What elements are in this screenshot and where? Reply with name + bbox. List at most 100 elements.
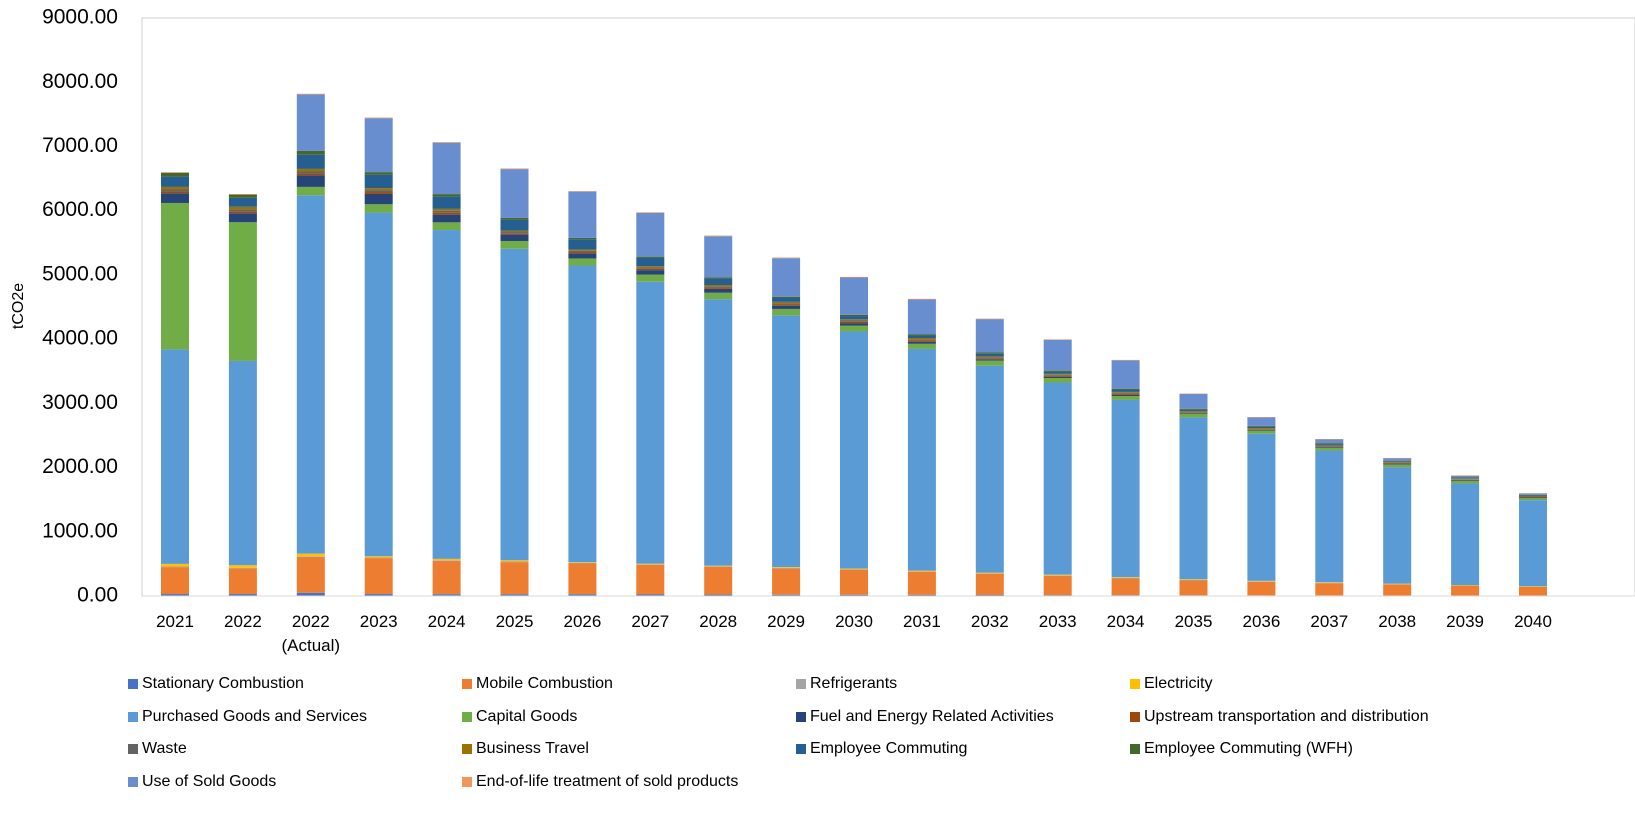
legend-swatch xyxy=(796,712,806,722)
legend-swatch xyxy=(1130,712,1140,722)
bar-segment xyxy=(432,196,461,209)
bar-segment xyxy=(1247,417,1276,418)
y-tick-label: 5000.00 xyxy=(42,262,118,285)
bar-segment xyxy=(1111,359,1140,361)
bar-segment xyxy=(1383,583,1412,585)
bar-segment xyxy=(500,169,529,218)
bar-segment xyxy=(432,560,461,561)
bar-segment xyxy=(228,567,257,569)
bar-segment xyxy=(1315,446,1344,448)
bar-segment xyxy=(1043,575,1072,596)
bar-segment xyxy=(500,561,529,563)
bar-segment xyxy=(1043,378,1072,383)
bar-segment xyxy=(161,567,189,595)
bar-segment xyxy=(1043,373,1072,375)
bar-segment xyxy=(1111,389,1140,392)
x-tick-label: 2026 xyxy=(563,612,601,631)
bar-segment xyxy=(704,292,733,300)
x-tick-label: 2021 xyxy=(156,612,194,631)
bar-segment xyxy=(840,568,868,570)
bar-segment xyxy=(1247,433,1276,581)
bar-segment xyxy=(296,93,325,95)
bar-segment xyxy=(1519,496,1547,498)
bar-segment xyxy=(432,214,461,223)
bar-segment xyxy=(568,265,597,563)
bar-segment xyxy=(364,117,393,119)
bar-segment xyxy=(296,154,325,169)
legend-label: Stationary Combustion xyxy=(142,675,304,692)
bar-segment xyxy=(364,212,393,557)
y-tick-label: 6000.00 xyxy=(42,198,118,221)
legend-swatch xyxy=(1130,744,1140,754)
bar-segment xyxy=(1111,388,1140,390)
bar-segment xyxy=(840,569,868,595)
bar-segment xyxy=(1451,475,1480,478)
bar-segment xyxy=(161,172,189,173)
bar-segment xyxy=(840,320,868,322)
legend-item: Purchased Goods and Services xyxy=(128,708,367,725)
bar-segment xyxy=(975,356,1004,358)
y-axis-label: tCO2e xyxy=(10,283,27,329)
bar-segment xyxy=(1247,581,1276,582)
bar-segment xyxy=(568,562,597,563)
bar-segment xyxy=(1247,425,1276,427)
legend-item: Refrigerants xyxy=(796,675,897,692)
legend-label: Employee Commuting (WFH) xyxy=(1144,740,1353,757)
bar-segment xyxy=(1043,370,1072,372)
x-tick-label: (Actual) xyxy=(282,636,341,655)
bar-segment xyxy=(1315,583,1344,596)
bar-segment xyxy=(840,276,868,278)
legend-label: Upstream transportation and distribution xyxy=(1144,708,1429,725)
bar-segment xyxy=(1179,412,1208,414)
x-tick-label: 2027 xyxy=(631,612,669,631)
bar-segment xyxy=(1247,427,1276,429)
bar-segment xyxy=(636,256,665,258)
bar-segment xyxy=(975,365,1004,573)
bar-segment xyxy=(1247,428,1276,430)
legend-swatch xyxy=(462,744,472,754)
bar-segment xyxy=(840,594,868,596)
bar-segment xyxy=(636,594,665,596)
legend-swatch xyxy=(128,712,138,722)
legend-item: Electricity xyxy=(1130,675,1212,692)
bar-segment xyxy=(636,281,665,564)
bar-segment xyxy=(1043,375,1072,377)
bar-segment xyxy=(1315,444,1344,446)
bar-segment xyxy=(636,212,665,213)
bar-segment xyxy=(296,592,325,596)
bar-segment xyxy=(1383,467,1412,584)
bar-segment xyxy=(432,230,461,559)
bar-segment xyxy=(704,299,733,566)
bar-segment xyxy=(1247,429,1276,431)
bar-segment xyxy=(840,323,868,326)
legend-swatch xyxy=(128,777,138,787)
bar-segment xyxy=(1043,339,1072,340)
bar-segment xyxy=(500,234,529,242)
bar-segment xyxy=(1179,579,1208,580)
bar-segment xyxy=(975,318,1004,320)
bar-segment xyxy=(704,235,733,237)
bar-segment xyxy=(704,277,733,279)
bar-segment xyxy=(364,172,393,175)
bar-segment xyxy=(772,296,801,298)
y-tick-label: 9000.00 xyxy=(42,6,118,29)
bar-segment xyxy=(907,334,936,336)
bar-segment xyxy=(568,252,597,254)
bar-segment xyxy=(1383,463,1412,465)
bar-segment xyxy=(704,565,733,567)
legend-label: Waste xyxy=(142,740,187,757)
bar-segment xyxy=(975,359,1004,361)
bar-segment xyxy=(1315,447,1344,451)
bar-segment xyxy=(364,118,393,173)
bar-segment xyxy=(568,249,597,251)
bar-segment xyxy=(636,270,665,275)
bar-segment xyxy=(1383,458,1412,461)
legend-item: Upstream transportation and distribution xyxy=(1130,708,1429,725)
legend-item: Mobile Combustion xyxy=(462,675,613,692)
bar-segment xyxy=(975,594,1004,596)
bar-segment xyxy=(568,562,597,564)
x-tick-label: 2040 xyxy=(1514,612,1552,631)
bar-segment xyxy=(432,208,461,211)
bar-segment xyxy=(568,253,597,259)
